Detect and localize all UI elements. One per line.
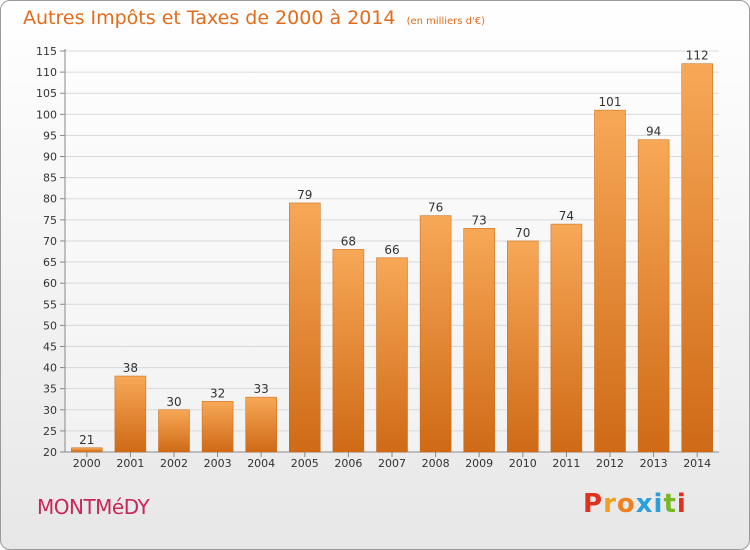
y-tick-label: 30: [43, 404, 57, 417]
value-label-2014: 112: [686, 49, 709, 63]
value-label-2013: 94: [646, 125, 661, 139]
y-tick-label: 25: [43, 425, 57, 438]
x-tick-label-2013: 2013: [640, 457, 668, 470]
value-label-2007: 66: [384, 243, 399, 257]
x-tick-label-2003: 2003: [204, 457, 232, 470]
value-label-2005: 79: [297, 188, 312, 202]
y-tick-label: 50: [43, 319, 57, 332]
y-tick-label: 55: [43, 298, 57, 311]
x-axis: 2000 2001 2002 2003 2004 2005 2006 2007 2008 2009…: [73, 452, 711, 470]
chart-subtitle: (en milliers d'€): [406, 16, 486, 27]
bar-2004: [245, 396, 277, 453]
x-tick-label-2002: 2002: [160, 457, 188, 470]
x-tick-label-2007: 2007: [378, 457, 406, 470]
y-tick-label: 45: [43, 340, 57, 353]
x-tick-label-2010: 2010: [509, 457, 537, 470]
x-tick-label-2008: 2008: [422, 457, 450, 470]
chart-title: Autres Impôts et Taxes de 2000 à 2014: [23, 7, 396, 29]
value-label-2011: 74: [559, 209, 574, 223]
x-tick-label-2001: 2001: [116, 457, 144, 470]
y-tick-label: 115: [36, 45, 57, 58]
proxiti-logo: Proxiti: [583, 489, 687, 519]
value-label-2003: 32: [210, 386, 225, 400]
x-tick-label-2011: 2011: [552, 457, 580, 470]
bar-2009: [463, 228, 495, 453]
value-label-2002: 30: [166, 395, 181, 409]
x-tick-label-2009: 2009: [465, 457, 493, 470]
y-tick-label: 35: [43, 383, 57, 396]
value-label-2006: 68: [341, 234, 356, 248]
x-tick-label-2000: 2000: [73, 457, 101, 470]
value-label-2012: 101: [599, 95, 622, 109]
value-label-2000: 21: [79, 433, 94, 447]
bar-2012: [594, 109, 626, 453]
x-tick-label-2004: 2004: [247, 457, 275, 470]
y-tick-label: 70: [43, 235, 57, 248]
bar-2005: [289, 202, 321, 453]
bar-2002: [158, 409, 190, 453]
x-tick-label-2014: 2014: [683, 457, 711, 470]
y-tick-label: 75: [43, 214, 57, 227]
y-tick-label: 105: [36, 87, 57, 100]
bar-2014: [681, 63, 713, 453]
x-tick-label-2005: 2005: [291, 457, 319, 470]
bar-2010: [507, 240, 539, 453]
bar-2007: [376, 257, 408, 453]
bar-2011: [550, 223, 583, 453]
value-label-2008: 76: [428, 201, 443, 215]
bar-2006: [332, 249, 365, 453]
bars: 21 38 30 32 33 79 68 66 76 73 70 74 101 94 112: [71, 49, 713, 453]
y-tick-label: 95: [43, 129, 57, 142]
y-tick-label: 60: [43, 277, 57, 290]
value-label-2004: 33: [254, 382, 269, 396]
chart-title-block: Autres Impôts et Taxes de 2000 à 2014 (e…: [23, 7, 485, 29]
y-tick-label: 80: [43, 193, 57, 206]
bar-2000: [71, 447, 103, 453]
y-tick-label: 110: [36, 66, 57, 79]
value-label-2001: 38: [123, 361, 138, 375]
bar-2003: [201, 401, 234, 453]
bar-2013: [637, 139, 670, 453]
value-label-2010: 70: [515, 226, 530, 240]
y-tick-label: 40: [43, 362, 57, 375]
y-tick-label: 65: [43, 256, 57, 269]
bar-2001: [114, 375, 147, 453]
x-tick-label-2012: 2012: [596, 457, 624, 470]
bar-2008: [419, 215, 452, 453]
value-label-2009: 73: [472, 213, 487, 227]
y-tick-label: 85: [43, 172, 57, 185]
y-tick-label: 20: [43, 446, 57, 459]
town-name: MONTMéDY: [37, 495, 150, 519]
y-tick-label: 90: [43, 151, 57, 164]
y-tick-label: 100: [36, 108, 57, 121]
x-tick-label-2006: 2006: [334, 457, 362, 470]
